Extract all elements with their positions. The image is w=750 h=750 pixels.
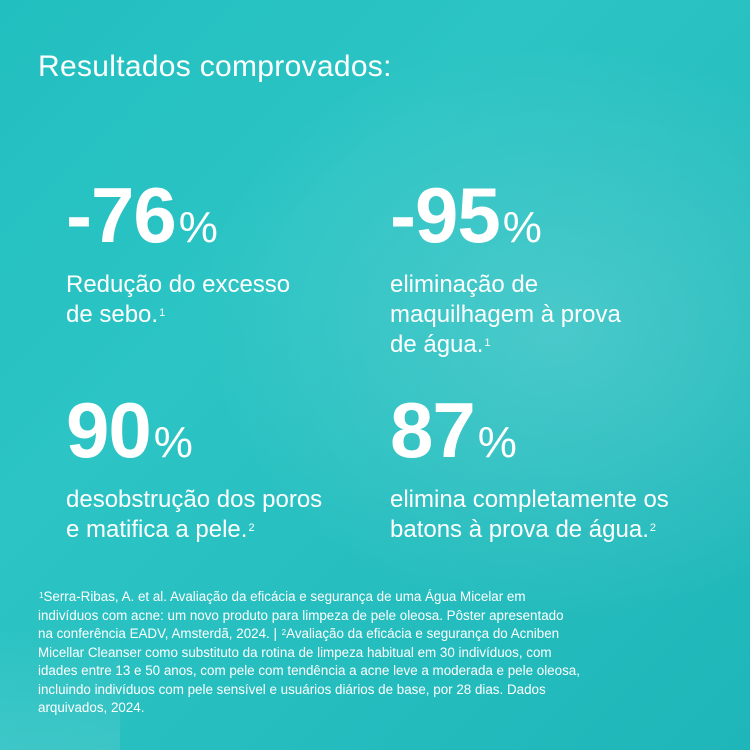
percent-sign: %	[153, 418, 193, 467]
stat-sebum-reduction: -76% Redução do excesso de sebo.1	[66, 175, 396, 330]
footnote-ref: 2	[248, 522, 255, 534]
stat-value: -95%	[390, 171, 542, 259]
percent-sign: %	[477, 418, 517, 467]
stat-makeup-removal: -95% eliminação de maquilhagem à prova d…	[390, 175, 720, 360]
percent-sign: %	[502, 203, 542, 252]
page-title: Resultados comprovados:	[38, 50, 392, 83]
stat-lipstick-removal: 87% elimina completamente os batons à pr…	[390, 390, 720, 545]
stat-description: elimina completamente os batons à prova …	[390, 486, 669, 543]
footnote-references: 1Serra-Ribas, A. et al. Avaliação da efi…	[38, 589, 580, 715]
stat-description: Redução do excesso de sebo.1	[66, 271, 291, 328]
stat-value: -76%	[66, 171, 218, 259]
stat-value: 90%	[66, 386, 193, 474]
stat-description: eliminação de maquilhagem à prova de águ…	[390, 271, 621, 358]
footnote-ref: 1	[484, 337, 491, 349]
footnote-ref: 2	[649, 522, 656, 534]
stat-description: desobstrução dos poros e matifica a pele…	[66, 486, 323, 543]
stat-value: 87%	[390, 386, 517, 474]
stat-pore-unclogging: 90% desobstrução dos poros e matifica a …	[66, 390, 396, 545]
footnote-ref: 1	[159, 307, 166, 319]
background-sheen	[0, 620, 120, 750]
percent-sign: %	[178, 203, 218, 252]
